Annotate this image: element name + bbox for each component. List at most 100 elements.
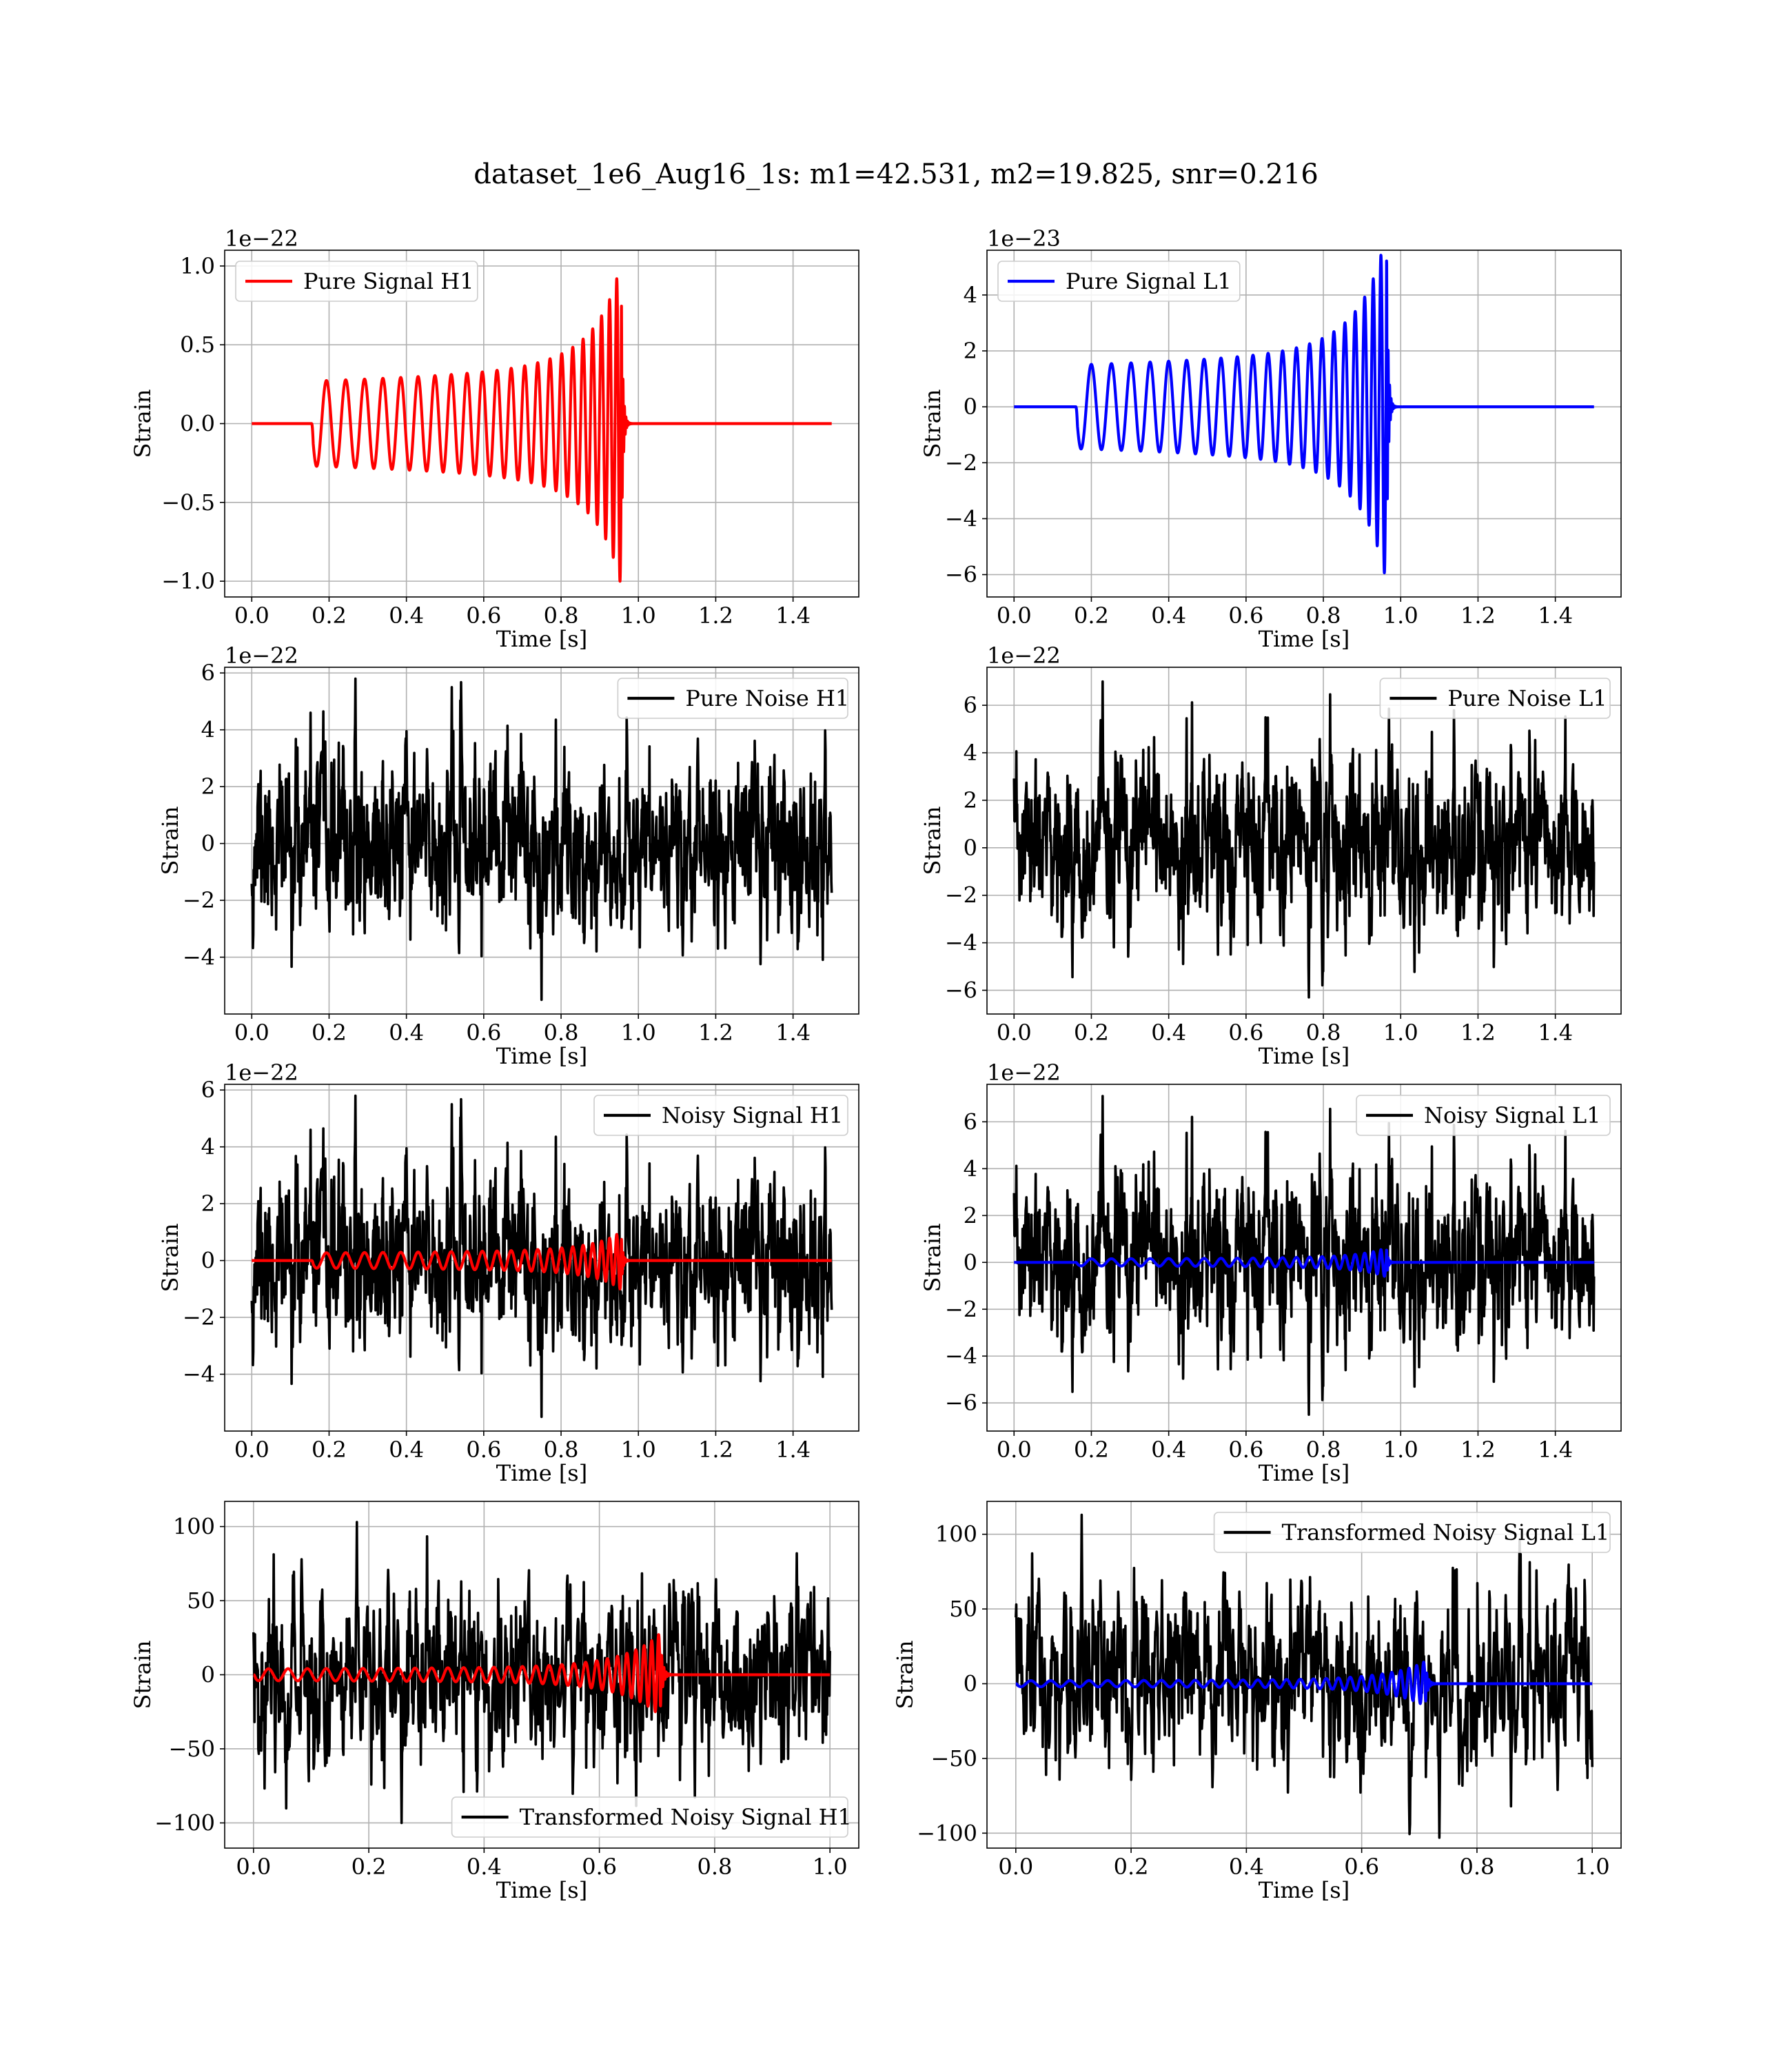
x-tick-label: 1.0 bbox=[1383, 602, 1418, 629]
legend-box bbox=[617, 678, 848, 719]
legend-box bbox=[451, 1796, 848, 1838]
series-group bbox=[1014, 1513, 1594, 1839]
series-line-pure-signal-h1-overlay bbox=[250, 1233, 833, 1290]
legend-box bbox=[997, 261, 1241, 302]
axes-frame bbox=[986, 1084, 1622, 1432]
x-tick-label: 0.8 bbox=[697, 1854, 732, 1880]
y-offset-text: 1e−23 bbox=[987, 225, 1061, 252]
y-tick-label: −4 bbox=[183, 1361, 215, 1388]
x-tick-label: 1.2 bbox=[1460, 602, 1496, 629]
series-line-pure-noise-h1 bbox=[250, 677, 833, 1002]
series-group bbox=[252, 1521, 832, 1825]
x-tick-label: 0.4 bbox=[1151, 1020, 1186, 1046]
series-group bbox=[1012, 680, 1596, 999]
x-tick-label: 0.0 bbox=[236, 1854, 271, 1880]
series-line-transformed-noisy-signal-l1 bbox=[1015, 1513, 1594, 1839]
x-tick-label: 1.0 bbox=[813, 1854, 848, 1880]
y-tick-label: 1.0 bbox=[180, 253, 215, 279]
x-tick-label: 1.4 bbox=[775, 1020, 811, 1046]
series-line-noisy-signal-l1 bbox=[1012, 1095, 1596, 1417]
legend-box bbox=[1213, 1512, 1611, 1553]
y-tick-label: 0 bbox=[201, 1662, 215, 1688]
subplot-pure-signal-h1: 0.0 0.2 0.4 0.6 0.8 1.0 1.2 1.4 −1.0 −0.5 0.0 0.5 1.… bbox=[130, 225, 859, 652]
y-axis-label: Strain bbox=[157, 807, 183, 875]
x-tick-label: 1.4 bbox=[775, 1437, 811, 1463]
x-tick-label: 0.8 bbox=[1306, 1020, 1341, 1046]
y-tick-label: −6 bbox=[945, 1390, 977, 1416]
x-tick-label: 0.4 bbox=[389, 1437, 424, 1463]
y-axis-label: Strain bbox=[130, 1641, 156, 1710]
axes-frame bbox=[986, 1501, 1622, 1849]
x-tick-label: 1.0 bbox=[1575, 1854, 1610, 1880]
y-tick-label: 4 bbox=[964, 1155, 977, 1182]
subplot-transformed-noisy-signal-l1: 0.0 0.2 0.4 0.6 0.8 1.0 −100 −50 0 50 100 Time [s] S… bbox=[892, 1501, 1622, 1903]
legend: Noisy Signal L1 bbox=[1356, 1095, 1611, 1136]
series-group bbox=[250, 1094, 833, 1419]
x-tick-label: 1.2 bbox=[1460, 1020, 1496, 1046]
y-tick-label: 100 bbox=[935, 1521, 977, 1548]
legend-box bbox=[593, 1095, 848, 1136]
x-tick-label: 0.2 bbox=[1074, 602, 1109, 629]
x-tick-label: 0.4 bbox=[389, 602, 424, 629]
y-tick-label: 6 bbox=[964, 692, 977, 718]
x-tick-label: 0.6 bbox=[1228, 1437, 1263, 1463]
x-tick-label: 0.0 bbox=[997, 1437, 1032, 1463]
legend-label: Pure Signal H1 bbox=[303, 268, 474, 294]
y-tick-label: 100 bbox=[173, 1514, 215, 1540]
y-tick-label: 4 bbox=[201, 717, 215, 743]
y-tick-label: 6 bbox=[201, 660, 215, 686]
subplot-transformed-noisy-signal-h1: 0.0 0.2 0.4 0.6 0.8 1.0 −100 −50 0 50 100 Time [s] S… bbox=[130, 1501, 859, 1903]
x-axis-label: Time [s] bbox=[1259, 1877, 1350, 1903]
x-axis-label: Time [s] bbox=[496, 1877, 587, 1903]
y-tick-label: 4 bbox=[201, 1134, 215, 1160]
y-tick-label: 0 bbox=[201, 831, 215, 857]
y-offset-text: 1e−22 bbox=[987, 1060, 1061, 1086]
y-tick-label: −2 bbox=[183, 887, 215, 913]
legend: Transformed Noisy Signal H1 bbox=[451, 1796, 852, 1838]
y-tick-label: 2 bbox=[201, 773, 215, 800]
series-group bbox=[250, 277, 833, 583]
series-line-pure-signal-h1-overlay bbox=[252, 1633, 832, 1714]
y-tick-label: −50 bbox=[930, 1745, 977, 1772]
y-tick-label: −4 bbox=[945, 505, 977, 531]
x-tick-label: 1.0 bbox=[621, 602, 656, 629]
x-tick-label: 0.0 bbox=[234, 1020, 269, 1046]
y-tick-label: −4 bbox=[945, 930, 977, 956]
series-group bbox=[1012, 254, 1596, 575]
x-tick-label: 0.6 bbox=[582, 1854, 617, 1880]
legend: Transformed Noisy Signal L1 bbox=[1213, 1512, 1611, 1553]
x-tick-label: 1.0 bbox=[621, 1437, 656, 1463]
x-tick-label: 0.4 bbox=[467, 1854, 502, 1880]
series-line-pure-signal-l1-overlay bbox=[1012, 1248, 1596, 1278]
x-axis-label: Time [s] bbox=[496, 1460, 587, 1486]
y-tick-label: 0.0 bbox=[180, 411, 215, 437]
x-tick-label: 1.4 bbox=[1538, 602, 1573, 629]
x-tick-label: 0.6 bbox=[466, 1437, 501, 1463]
y-offset-text: 1e−22 bbox=[225, 225, 298, 252]
x-tick-label: 0.2 bbox=[312, 602, 347, 629]
x-tick-label: 0.2 bbox=[1074, 1437, 1109, 1463]
x-tick-label: 1.0 bbox=[1383, 1437, 1418, 1463]
x-tick-label: 0.0 bbox=[997, 602, 1032, 629]
subplot-pure-signal-l1: 0.0 0.2 0.4 0.6 0.8 1.0 1.2 1.4 −6 −4 −2 0 2 4 Time [s… bbox=[919, 225, 1622, 652]
x-tick-label: 0.0 bbox=[998, 1854, 1033, 1880]
legend: Noisy Signal H1 bbox=[593, 1095, 848, 1136]
y-tick-label: 0 bbox=[964, 835, 977, 861]
y-axis-label: Strain bbox=[919, 807, 946, 875]
x-tick-label: 1.2 bbox=[698, 1020, 733, 1046]
x-tick-label: 0.8 bbox=[1459, 1854, 1494, 1880]
subplot-grid: 0.0 0.2 0.4 0.6 0.8 1.0 1.2 1.4 −1.0 −0.5 0.0 0.5 1.… bbox=[130, 225, 1622, 1903]
x-axis-label: Time [s] bbox=[1259, 626, 1350, 652]
legend-label: Pure Noise L1 bbox=[1447, 685, 1607, 711]
x-tick-label: 0.4 bbox=[1151, 1437, 1186, 1463]
axes-frame bbox=[986, 667, 1622, 1015]
legend-label: Noisy Signal H1 bbox=[662, 1102, 843, 1128]
x-tick-label: 1.4 bbox=[1538, 1020, 1573, 1046]
grid-lines bbox=[987, 250, 1621, 597]
y-tick-label: 6 bbox=[201, 1077, 215, 1103]
series-line-pure-noise-l1 bbox=[1012, 680, 1596, 999]
y-tick-label: −2 bbox=[945, 449, 977, 476]
x-tick-label: 0.6 bbox=[1228, 1020, 1263, 1046]
y-tick-label: −0.5 bbox=[161, 489, 215, 516]
